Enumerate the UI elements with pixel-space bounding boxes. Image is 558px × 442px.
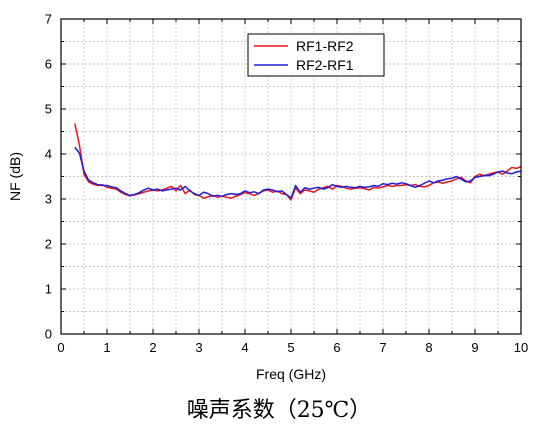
- y-tick-label: 1: [45, 282, 52, 297]
- y-tick-label: 4: [45, 147, 52, 162]
- y-tick-label: 3: [45, 192, 52, 207]
- x-tick-label: 10: [514, 340, 528, 355]
- series-line-rf1-rf2: [74, 123, 522, 201]
- x-tick-label: 1: [103, 340, 110, 355]
- y-tick-label: 2: [45, 237, 52, 252]
- y-tick-label: 7: [45, 12, 52, 27]
- figure-caption: 噪声系数（25℃）: [186, 398, 372, 423]
- y-tick-label: 6: [45, 57, 52, 72]
- x-tick-label: 7: [379, 340, 386, 355]
- series-line-rf2-rf1: [74, 146, 522, 199]
- x-tick-label: 5: [287, 340, 294, 355]
- x-tick-label: 8: [425, 340, 432, 355]
- legend-label-rf2-rf1: RF2-RF1: [296, 57, 354, 73]
- y-tick-label: 5: [45, 102, 52, 117]
- x-axis-title: Freq (GHz): [256, 366, 326, 382]
- x-tick-label: 9: [471, 340, 478, 355]
- legend-label-rf1-rf2: RF1-RF2: [296, 38, 354, 54]
- series-lines: [74, 123, 522, 201]
- x-tick-label: 6: [333, 340, 340, 355]
- x-tick-label: 4: [241, 340, 248, 355]
- y-axis-title: NF (dB): [7, 152, 23, 201]
- x-tick-label: 0: [57, 340, 64, 355]
- y-tick-label: 0: [45, 327, 52, 342]
- tick-labels: 0 1 2 3 4 5 6 7 8 9 10 0 1 2 3 4 5 6 7: [45, 12, 528, 356]
- legend: RF1-RF2 RF2-RF1: [247, 33, 385, 77]
- axis-ticks: [60, 18, 522, 335]
- legend-box: [247, 33, 385, 77]
- x-tick-label: 2: [149, 340, 156, 355]
- x-tick-label: 3: [195, 340, 202, 355]
